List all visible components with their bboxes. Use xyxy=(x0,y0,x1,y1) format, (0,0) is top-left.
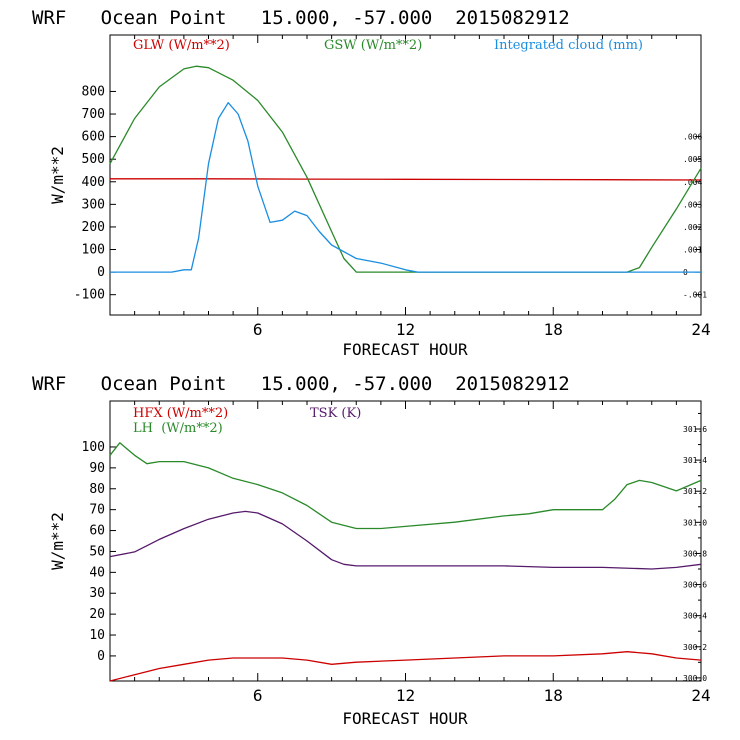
panel-2-series-0-line xyxy=(109,651,702,682)
panel-1-x-tick-label: 12 xyxy=(396,320,415,339)
panel-2-y-tick-label: 100 xyxy=(82,440,105,455)
panel-1-y2-tick-label: .002 xyxy=(683,223,702,232)
panel-1-x-tick-label: 6 xyxy=(253,320,263,339)
panel-1-series-0-line xyxy=(110,178,702,181)
panel-1-y2-tick-label: .005 xyxy=(683,155,702,164)
panel-1-y-tick-label: 700 xyxy=(82,107,105,122)
panel-2-y-tick-label: 70 xyxy=(89,503,105,518)
panel-1-y-tick-label: 400 xyxy=(82,175,105,190)
panel-2-x-tick-label: 18 xyxy=(544,686,563,705)
panel-2: WRF Ocean Point 15.000, -57.000 20150829… xyxy=(32,373,711,728)
panel-1-x-ticks: 6 12 18 24 xyxy=(134,35,711,339)
panel-2-y2-tick-label: 300.2 xyxy=(683,643,707,652)
panel-2-x-tick-label: 12 xyxy=(396,686,415,705)
panel-2-x-tick-label: 6 xyxy=(253,686,263,705)
panel-1-x-tick-label: 24 xyxy=(691,320,710,339)
panel-2-y-tick-label: 20 xyxy=(89,607,105,622)
panel-2-series-2-line xyxy=(109,510,702,570)
panel-1-y-tick-label: -100 xyxy=(74,288,105,303)
panel-2-series-1-line xyxy=(109,442,702,530)
panel-1-y-tick-label: 300 xyxy=(82,197,105,212)
panel-2-y-tick-label: 30 xyxy=(89,586,105,601)
panel-1-y2-tick-label: .001 xyxy=(683,246,702,255)
panel-2-legend-lh: LH (W/m**2) xyxy=(133,421,223,436)
panel-1-series xyxy=(109,65,702,273)
panel-1-legend-glw: GLW (W/m**2) xyxy=(133,38,230,53)
panel-1-legend-gsw: GSW (W/m**2) xyxy=(324,38,422,53)
panel-2-legend-tsk: TSK (K) xyxy=(310,406,361,421)
panel-2-y-tick-label: 0 xyxy=(97,649,105,664)
panel-2-y-tick-label: 60 xyxy=(89,524,105,539)
panel-2-y2-tick-label: 301.0 xyxy=(683,518,707,527)
panel-2-y-tick-label: 80 xyxy=(89,482,105,497)
panel-1-y-tick-label: 500 xyxy=(82,152,105,167)
panel-2-y-tick-label: 50 xyxy=(89,544,105,559)
panel-2-y2-ticks: 301.6 301.4 301.2 301.0 300.8 300.6 300.4 300.2… xyxy=(683,412,707,683)
panel-2-x-tick-label: 24 xyxy=(691,686,710,705)
panel-2-y-tick-label: 90 xyxy=(89,461,105,476)
panel-2-title: WRF Ocean Point 15.000, -57.000 20150829… xyxy=(32,373,570,395)
panel-1: WRF Ocean Point 15.000, -57.000 20150829… xyxy=(32,7,711,359)
panel-1-y-tick-label: 200 xyxy=(82,220,105,235)
panel-2-y-tick-label: 40 xyxy=(89,565,105,580)
panel-2-y-tick-label: 10 xyxy=(89,628,105,643)
panel-1-legend-cloud: Integrated cloud (mm) xyxy=(494,38,643,53)
panel-1-y-tick-label: 100 xyxy=(82,243,105,258)
panel-2-plot-frame xyxy=(109,400,702,682)
panel-2-y2-tick-label: 301.6 xyxy=(683,425,707,434)
panel-1-y-tick-label: 600 xyxy=(82,130,105,145)
panel-2-y2-tick-label: 300.6 xyxy=(683,581,707,590)
panel-1-title: WRF Ocean Point 15.000, -57.000 20150829… xyxy=(32,7,570,29)
panel-1-x-tick-label: 18 xyxy=(544,320,563,339)
panel-2-series xyxy=(109,442,702,682)
panel-2-y-axis-label: W/m**2 xyxy=(48,512,67,570)
panel-1-y-axis-label: W/m**2 xyxy=(48,146,67,204)
panel-1-y-ticks: 800 700 600 500 400 300 200 100 0 -100 xyxy=(74,84,116,303)
panel-2-y2-tick-label: 300.4 xyxy=(683,612,707,621)
panel-1-y2-tick-label: .006 xyxy=(683,133,702,142)
panel-1-series-2-line xyxy=(110,102,701,273)
panel-2-y2-tick-label: 300.8 xyxy=(683,549,707,558)
panel-1-y-tick-label: 0 xyxy=(97,265,105,280)
panel-1-plot-frame xyxy=(109,34,702,316)
panel-2-y2-tick-label: 301.4 xyxy=(683,456,707,465)
panel-1-y2-tick-label: .003 xyxy=(683,200,702,209)
panel-2-y2-tick-label: 301.2 xyxy=(683,487,707,496)
panel-2-legend-hfx: HFX (W/m**2) xyxy=(133,406,228,421)
panel-1-y2-tick-label: -.001 xyxy=(683,291,707,300)
panel-1-x-axis-label: FORECAST HOUR xyxy=(342,340,468,359)
panel-1-y-tick-label: 800 xyxy=(82,84,105,99)
panel-2-x-ticks: 6 12 18 24 xyxy=(134,401,711,705)
panel-2-x-axis-label: FORECAST HOUR xyxy=(342,709,468,728)
panel-2-y2-tick-label: 300.0 xyxy=(683,674,707,683)
panel-1-series-1-line xyxy=(109,65,702,273)
